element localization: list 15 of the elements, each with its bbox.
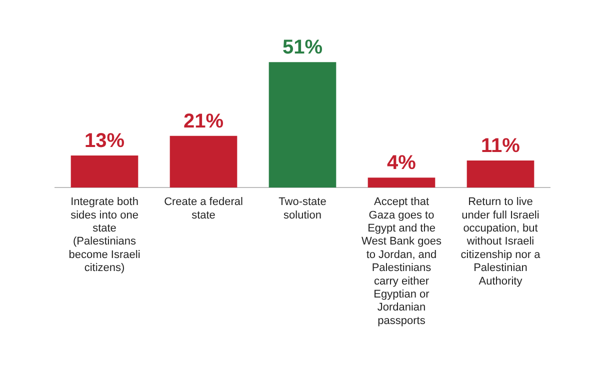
data-label: 13%: [84, 130, 125, 152]
data-label: 21%: [183, 110, 224, 132]
data-label: 51%: [282, 36, 323, 59]
x-tick-label: Return to live under full Israeli occupation, but without Israeli citizenship nor a Palestinian Authority: [460, 196, 542, 288]
data-label: 11%: [481, 134, 520, 157]
category-label: Accept that Gaza goes to Egypt and the West Bank goes to Jordan, and Palestinians carry either Egyptian or Jordanian passports: [362, 196, 442, 327]
data-label: 4%: [387, 152, 416, 174]
bar: [466, 160, 534, 188]
bar: [368, 178, 436, 188]
x-tick-label: Create a federal state: [164, 196, 243, 222]
bar: [170, 136, 238, 188]
bar: [268, 62, 336, 188]
x-tick-label: Integrate both sides into one state (Palestinians become Israeli citizens): [68, 196, 140, 274]
x-tick-label: Two-state solution: [278, 196, 326, 222]
bar: [70, 156, 138, 188]
